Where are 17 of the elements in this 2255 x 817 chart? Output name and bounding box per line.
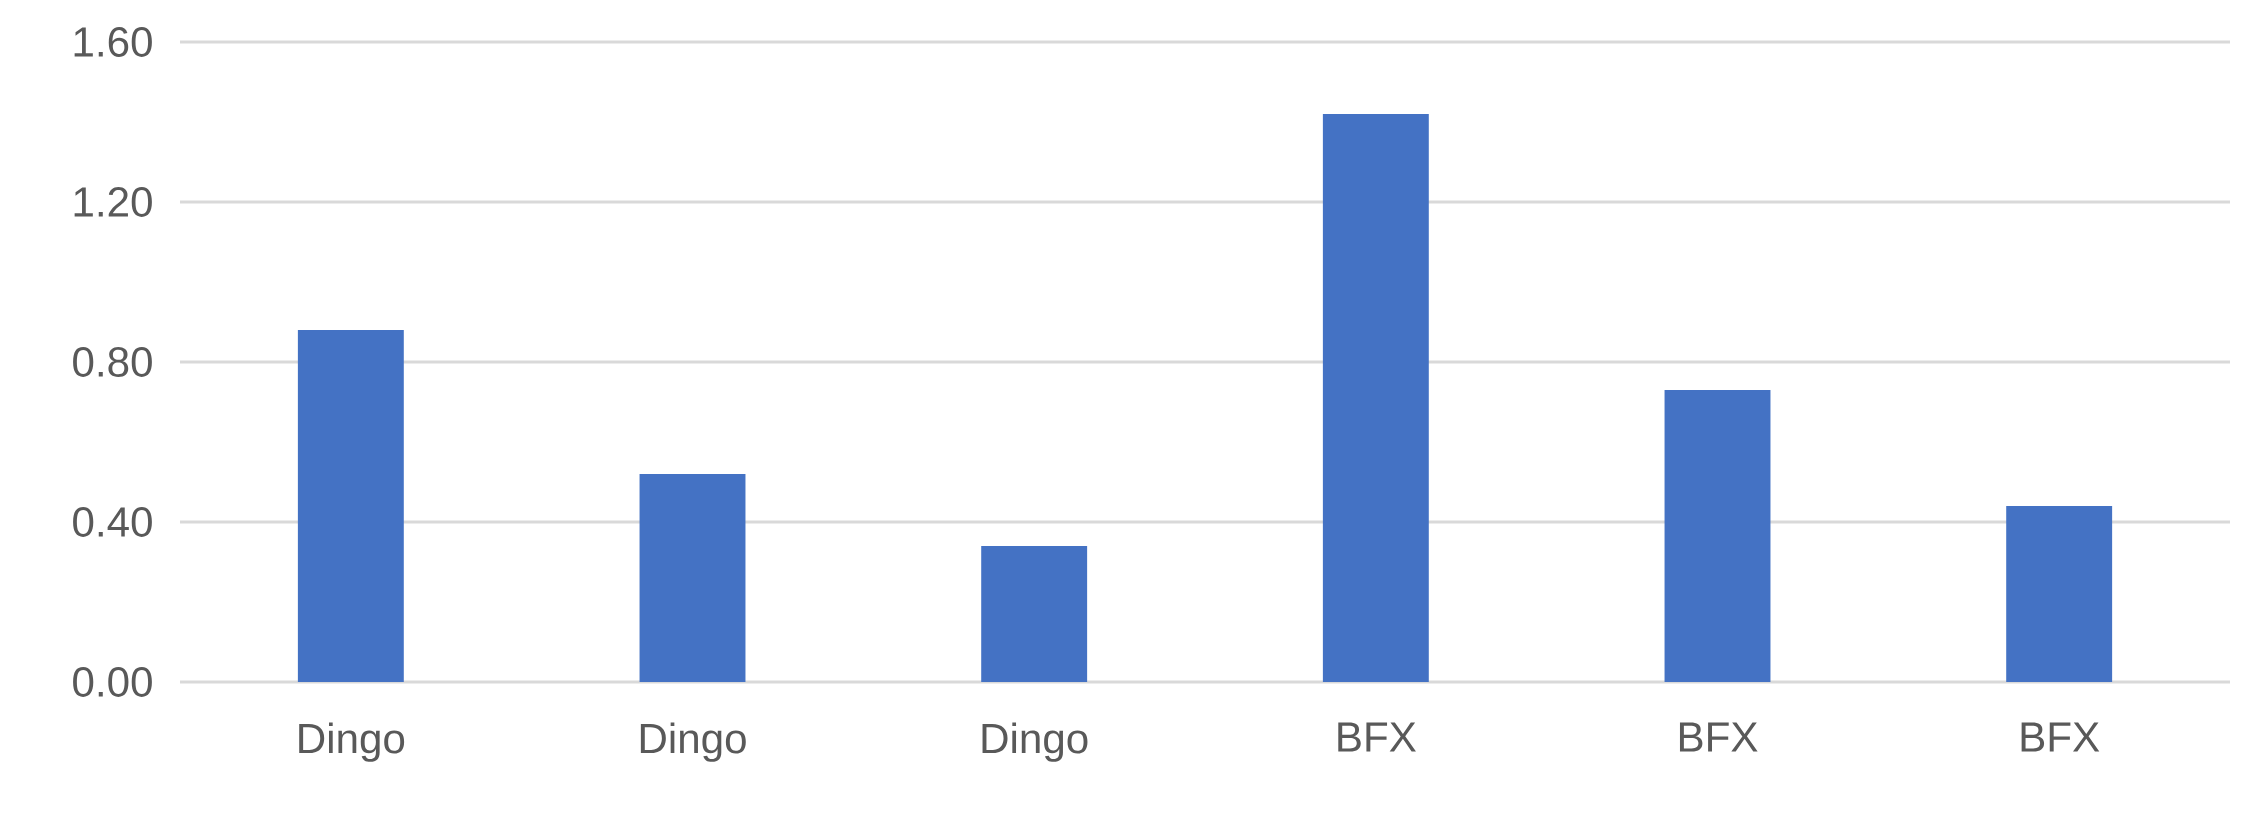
y-tick-label: 0.80 (73, 347, 152, 377)
x-tick-label: BFX (2021, 722, 2100, 752)
x-tick-label: BFX (1679, 722, 1758, 752)
bar (1322, 113, 1429, 682)
bar (2006, 506, 2113, 682)
x-tick-label: Dingo (640, 722, 746, 762)
y-tick-label: 1.20 (74, 187, 152, 217)
bar (639, 473, 746, 682)
bar (297, 330, 404, 682)
x-tick-label: Dingo (982, 722, 1088, 762)
bar (981, 545, 1088, 682)
y-tick-label: 1.60 (74, 27, 152, 57)
x-tick-label: BFX (1338, 722, 1416, 752)
bar (1664, 390, 1771, 682)
x-tick-label: Dingo (299, 722, 405, 762)
y-tick-label: 0.00 (73, 667, 152, 697)
y-tick-label: 0.40 (73, 507, 152, 537)
